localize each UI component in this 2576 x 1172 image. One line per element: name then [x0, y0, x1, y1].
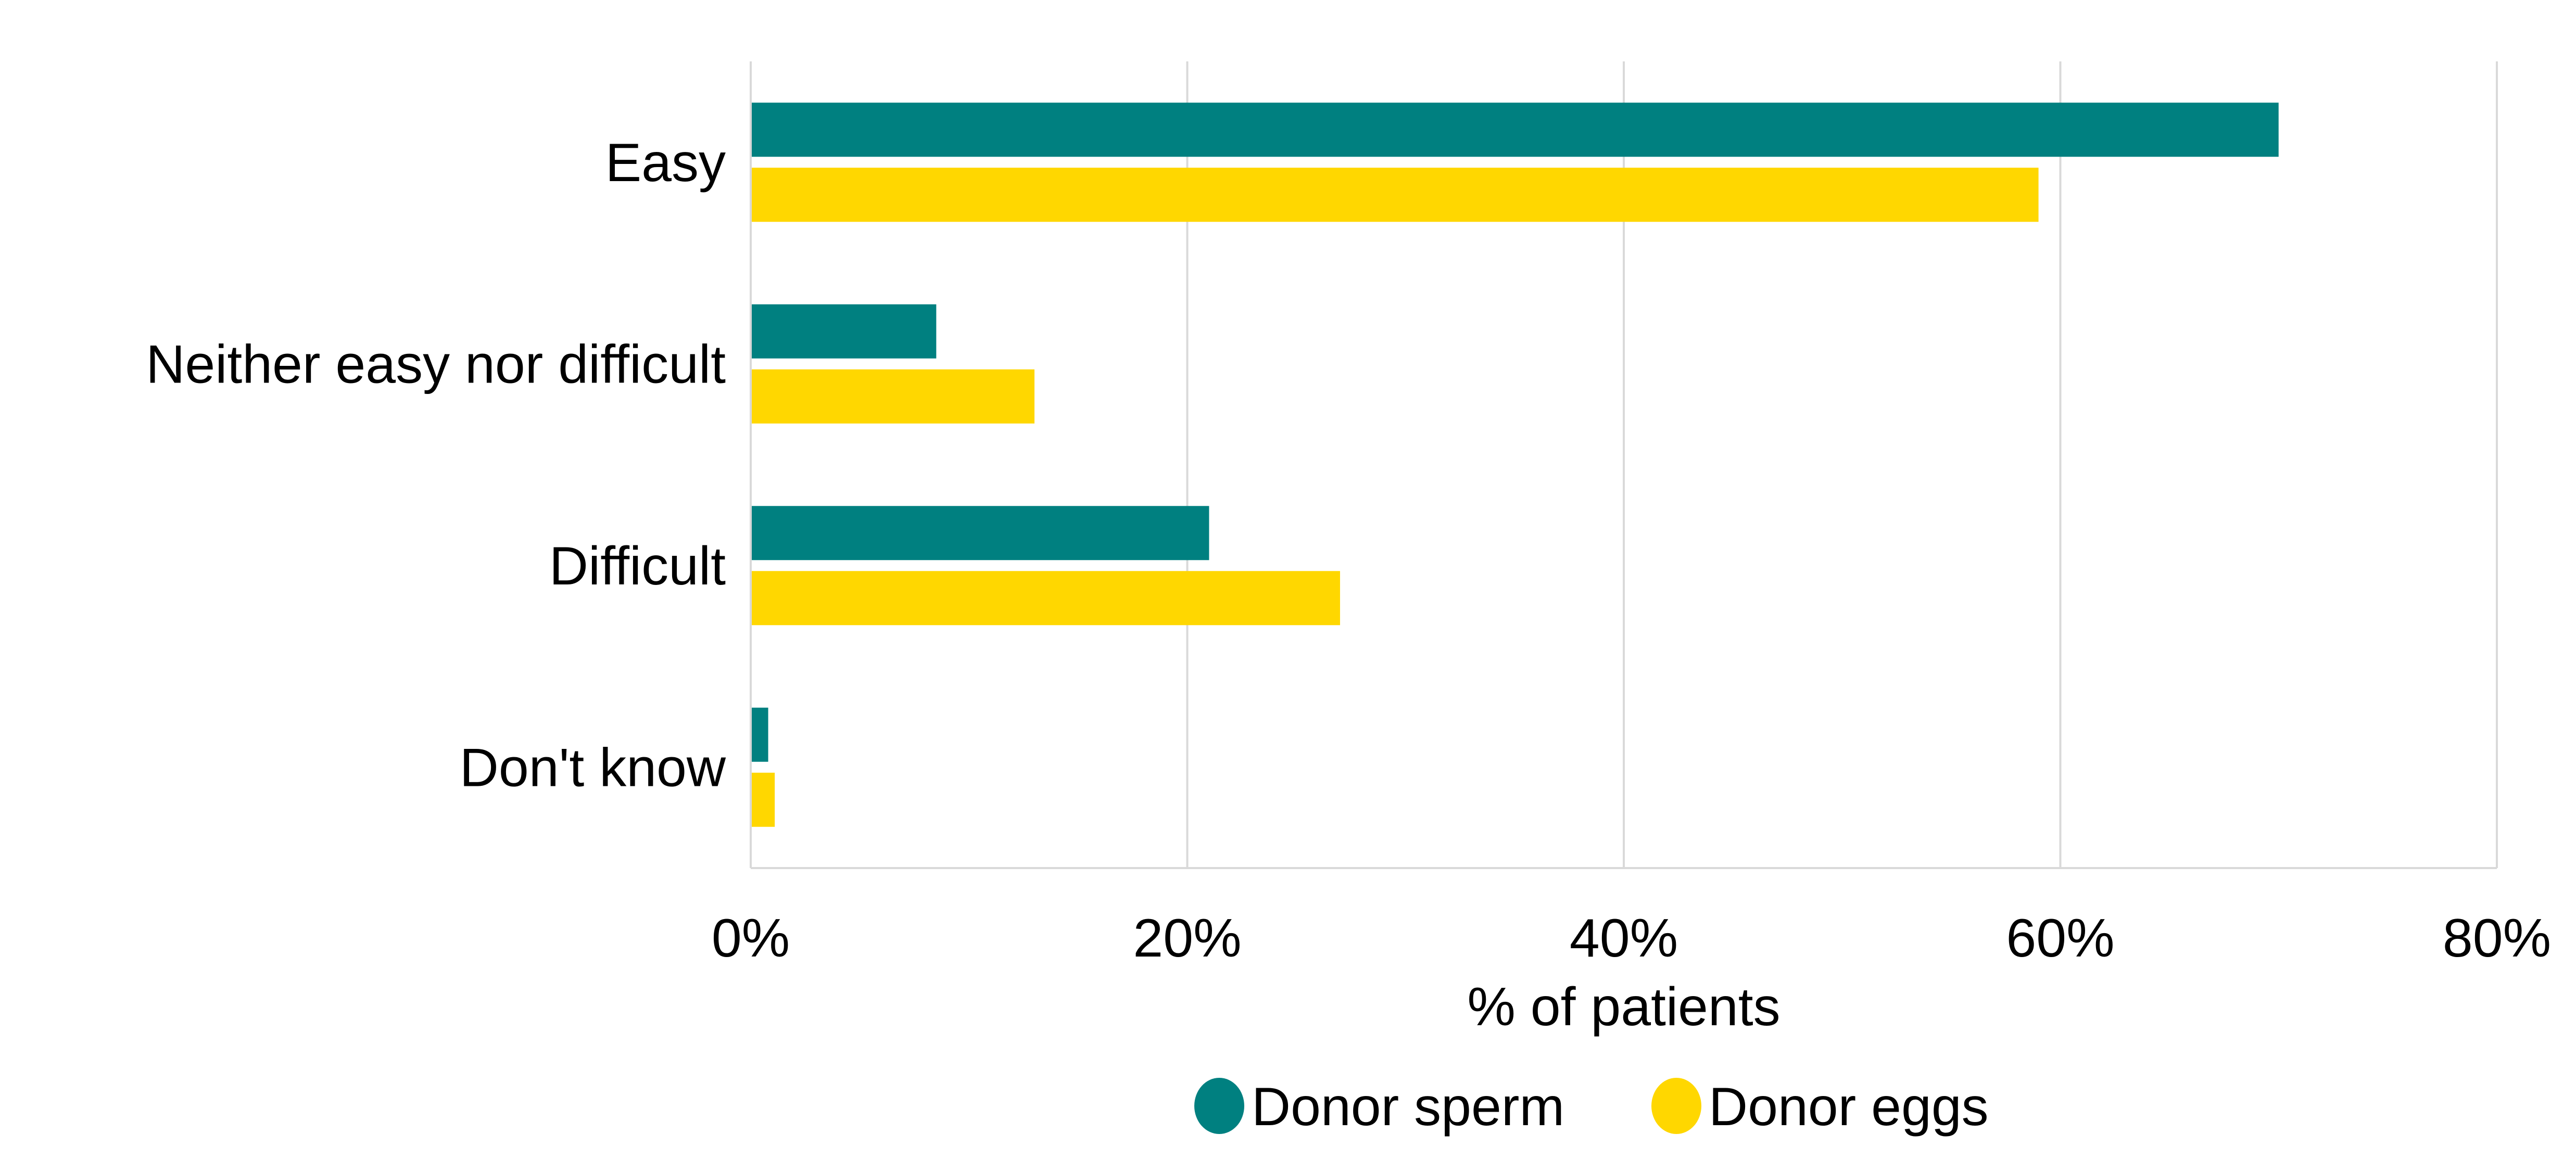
x-tick-label: 20%	[1133, 908, 1241, 969]
x-tick-label: 0%	[712, 908, 790, 969]
x-axis-title: % of patients	[1467, 977, 1780, 1037]
bar-donor-sperm-neither-easy-nor-difficult	[751, 304, 937, 359]
legend-label-donor-eggs: Donor eggs	[1709, 1077, 1989, 1137]
x-tick-label: 40%	[1570, 908, 1678, 969]
bar-donor-sperm-easy	[751, 103, 2279, 157]
x-tick-label: 80%	[2443, 908, 2551, 969]
bar-donor-eggs-don-t-know	[751, 772, 775, 827]
bars	[751, 103, 2279, 827]
legend: Donor sperm Donor eggs	[1194, 1077, 1989, 1137]
legend-label-donor-sperm: Donor sperm	[1252, 1077, 1564, 1137]
category-labels: Easy Neither easy nor difficult Difficult D…	[146, 133, 726, 798]
bar-donor-sperm-difficult	[751, 506, 1209, 560]
x-tick-labels: 0% 20% 40% 60% 80%	[712, 908, 2551, 969]
category-label: Don't know	[460, 737, 726, 798]
x-tick-label: 60%	[2006, 908, 2114, 969]
legend-marker-donor-eggs	[1651, 1078, 1701, 1134]
category-label: Difficult	[549, 536, 726, 596]
bar-donor-eggs-neither-easy-nor-difficult	[751, 369, 1035, 424]
bar-donor-eggs-difficult	[751, 571, 1340, 626]
bar-donor-eggs-easy	[751, 168, 2039, 222]
category-label: Neither easy nor difficult	[146, 334, 726, 394]
category-label: Easy	[605, 133, 726, 193]
legend-marker-donor-sperm	[1194, 1078, 1244, 1134]
bar-donor-sperm-don-t-know	[751, 707, 768, 762]
